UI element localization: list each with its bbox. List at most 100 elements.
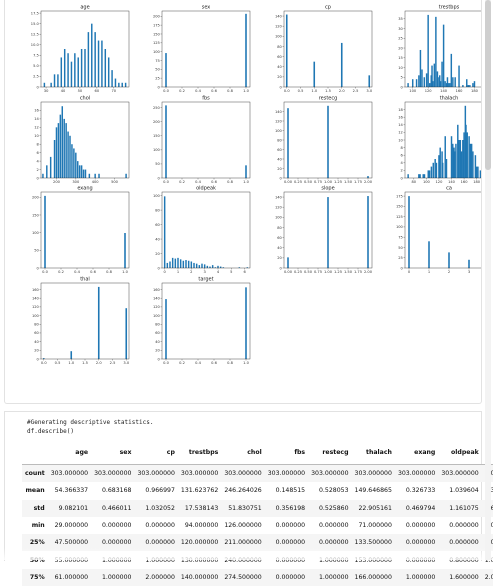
table-cell: 211.000000 <box>221 534 265 552</box>
bar <box>411 79 414 87</box>
x-tick-label: 2.5 <box>110 361 116 365</box>
bar <box>203 264 206 268</box>
scrollbar-thumb[interactable] <box>485 0 491 170</box>
bar <box>201 263 203 268</box>
x-tick-label: 1.75 <box>354 270 362 274</box>
bar <box>84 169 87 178</box>
x-tick-label: 1.0 <box>311 89 317 93</box>
panel-title: slope <box>321 186 334 192</box>
bar <box>469 143 472 178</box>
bar <box>101 40 103 87</box>
y-tick-label: 7.5 <box>33 54 39 58</box>
table-cell: 303.000000 <box>134 464 178 483</box>
y-tick-label: 50 <box>398 246 403 250</box>
x-tick-label: 2.5 <box>353 89 359 93</box>
y-tick-label: 0 <box>401 266 404 270</box>
x-tick-label: 0.50 <box>304 270 313 274</box>
table-cell: 149.646865 <box>354 487 392 495</box>
histogram-sex: sex 0.0 0.2 0.4 0.6 0.8 1.0 0 25 50 75 100 125 150 175… <box>153 5 251 93</box>
bar <box>94 32 96 87</box>
y-tick-label: 30 <box>398 27 403 31</box>
histogram-ca: ca012340255075100125150175 <box>396 186 481 274</box>
panel-title: thal <box>80 277 90 283</box>
bar <box>448 252 450 268</box>
y-tick-label: 140 <box>153 297 161 301</box>
y-tick-label: 35 <box>398 17 403 21</box>
y-tick-label: 120 <box>32 305 40 309</box>
x-tick-label: 0.50 <box>304 180 313 184</box>
x-tick-label: 1.0 <box>68 361 74 365</box>
bar <box>285 14 288 87</box>
y-tick-label: 140 <box>275 195 283 199</box>
bar <box>287 257 289 268</box>
y-tick-label: 14 <box>34 117 39 121</box>
y-tick-label: 10.0 <box>31 43 40 47</box>
bar <box>245 287 247 359</box>
bar <box>104 49 107 87</box>
y-tick-label: 200 <box>153 120 161 124</box>
x-tick-label: 0.0 <box>163 180 169 184</box>
x-tick-label: 0.0 <box>42 270 48 274</box>
table-row: count 303.000000 303.000000 303.000000 303.0… <box>22 464 493 483</box>
x-tick-label: 0.4 <box>74 270 80 274</box>
y-tick-label: 0 <box>37 266 40 270</box>
x-tick-label: 2.00 <box>364 270 373 274</box>
y-tick-label: 140 <box>275 110 283 114</box>
table-cell: 0.000000 <box>134 534 178 552</box>
y-tick-label: 100 <box>153 194 161 198</box>
bar <box>460 151 463 178</box>
bar <box>477 166 479 178</box>
table-cell: 17.538143 <box>177 499 222 517</box>
table-cell: 303.000000 <box>351 464 395 483</box>
table-cell: 0.000000 <box>275 522 306 530</box>
x-tick-label: 4 <box>217 270 220 274</box>
scrollbar-track[interactable] <box>485 0 491 560</box>
y-tick-label: 200 <box>32 196 40 200</box>
bar <box>97 40 100 87</box>
y-tick-label: 4 <box>401 161 404 165</box>
bar <box>428 170 431 178</box>
x-tick-label: 0.8 <box>227 361 233 365</box>
histogram-age: age 30 40 50 60 70 0 2.5 5.0 7.5 10.0 12.5 15.0 17.5 <box>31 5 130 93</box>
y-tick-label: 25 <box>398 37 403 41</box>
bar <box>430 166 433 178</box>
panel-title: fbs <box>202 96 210 102</box>
y-tick-label: 0 <box>158 176 161 180</box>
y-tick-label: 0 <box>401 85 404 89</box>
table-cell: 0.466011 <box>91 499 135 517</box>
x-tick-label: 6 <box>244 270 247 274</box>
x-tick-label: 400 <box>92 180 100 184</box>
bar <box>466 79 468 87</box>
x-tick-label: 0.00 <box>284 270 293 274</box>
x-tick-label: 0.2 <box>179 89 185 93</box>
y-tick-label: 160 <box>153 288 161 292</box>
x-tick-label: 1.5 <box>325 89 331 93</box>
x-tick-label: 0 <box>164 270 167 274</box>
x-tick-label: 3 <box>468 270 470 274</box>
x-tick-label: 2 <box>190 270 192 274</box>
bar <box>88 173 91 178</box>
y-tick-label: 100 <box>396 225 404 229</box>
bar <box>425 73 428 87</box>
bar <box>422 174 424 178</box>
y-tick-label: 25 <box>155 76 160 80</box>
bar <box>94 173 96 178</box>
panel-title: restecg <box>319 96 338 102</box>
bar <box>187 260 190 268</box>
table-cell: 303.000000 <box>177 464 222 483</box>
x-tick-label: 1.50 <box>344 270 353 274</box>
bar <box>474 155 477 178</box>
bar <box>368 75 371 87</box>
y-tick-label: 0 <box>401 176 404 180</box>
table-cell: 1.032052 <box>134 499 178 517</box>
y-tick-label: 150 <box>32 213 40 217</box>
bar <box>436 71 439 87</box>
y-tick-label: 5.0 <box>33 64 39 68</box>
y-tick-label: 15 <box>398 56 403 60</box>
y-tick-label: 120 <box>275 119 283 123</box>
table-cell: 0.469794 <box>394 499 439 517</box>
code-block[interactable]: #Generating descriptive statistics. df.d… <box>27 418 153 436</box>
table-row: mean 54.366337 0.683168 0.966997 131.623762 2… <box>22 482 493 499</box>
